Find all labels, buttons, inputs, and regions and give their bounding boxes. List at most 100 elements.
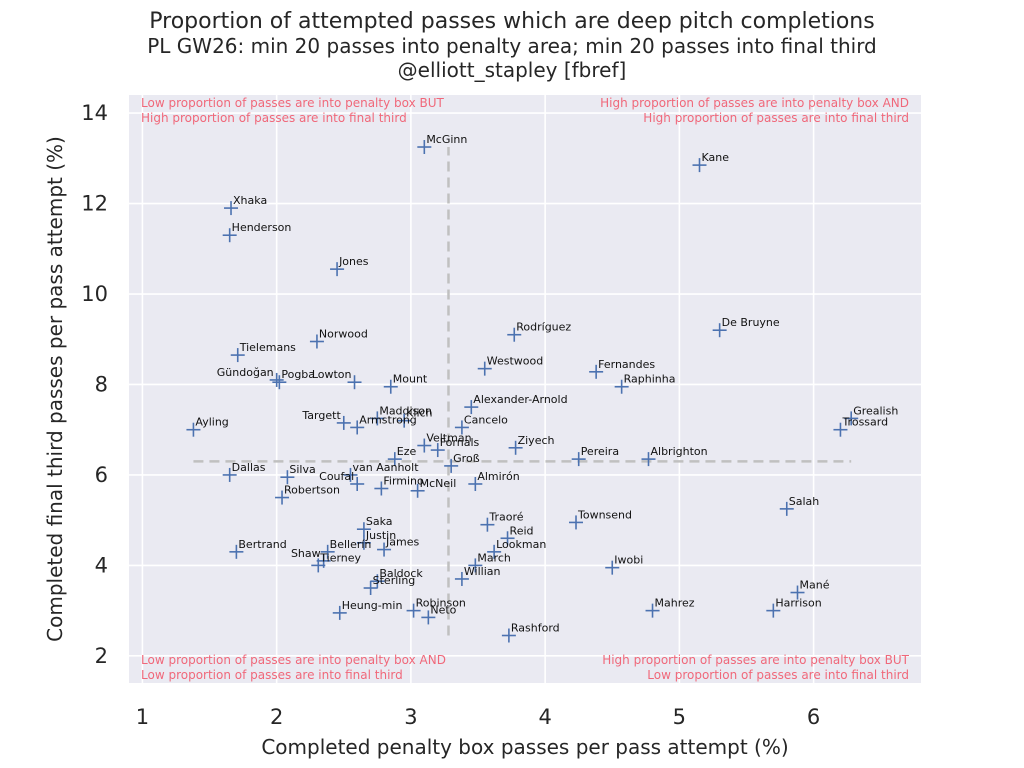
chart-title: Proportion of attempted passes which are… bbox=[149, 9, 875, 34]
point-label: Lookman bbox=[496, 538, 546, 551]
data-point: Dallas bbox=[222, 461, 266, 482]
data-point: Mahrez bbox=[645, 597, 695, 618]
data-point: Neto bbox=[421, 603, 457, 625]
data-point: Pogba bbox=[272, 368, 315, 390]
y-axis-label: Completed final third passes per pass at… bbox=[43, 136, 67, 642]
data-point: Pereira bbox=[571, 445, 619, 467]
point-label: Ziyech bbox=[518, 434, 555, 447]
y-tick-label: 8 bbox=[95, 372, 108, 396]
data-point: Lowton bbox=[312, 368, 362, 390]
data-point: De Bruyne bbox=[712, 316, 780, 338]
point-label: Cancelo bbox=[464, 413, 508, 426]
point-label: Mount bbox=[393, 373, 428, 386]
quadrant-label-top-left: Low proportion of passes are into penalt… bbox=[141, 96, 445, 110]
x-tick-label: 4 bbox=[538, 705, 551, 729]
data-point: Kane bbox=[692, 151, 730, 173]
point-label: Firmino bbox=[383, 475, 424, 488]
data-point: Mané bbox=[790, 579, 830, 600]
data-point: James bbox=[377, 536, 420, 557]
x-tick-label: 2 bbox=[270, 705, 283, 729]
point-label: Kane bbox=[702, 151, 730, 164]
point-label: Willian bbox=[464, 565, 501, 578]
data-point: Sterling bbox=[363, 574, 415, 596]
point-label: Lowton bbox=[312, 368, 352, 381]
quadrant-label-top-right: High proportion of passes are into penal… bbox=[600, 96, 909, 110]
data-point: Groß bbox=[444, 452, 480, 473]
x-tick-label: 6 bbox=[807, 705, 820, 729]
point-label: Trossard bbox=[841, 416, 888, 429]
point-label: Robinson bbox=[416, 597, 466, 610]
reference-lines bbox=[193, 147, 852, 636]
data-point: Henderson bbox=[222, 221, 292, 243]
point-label: Iwobi bbox=[614, 554, 643, 567]
point-label: Traoré bbox=[488, 511, 523, 524]
point-label: De Bruyne bbox=[722, 316, 780, 329]
data-point: McNeil bbox=[410, 477, 456, 498]
point-label: van Aanholt bbox=[352, 461, 419, 474]
point-label: Maddison bbox=[379, 404, 432, 417]
data-point: Reid bbox=[500, 524, 534, 546]
data-point: Lookman bbox=[487, 538, 546, 559]
data-point: Robertson bbox=[275, 484, 340, 505]
point-label: March bbox=[477, 551, 511, 564]
point-label: Xhaka bbox=[233, 194, 267, 207]
quadrant-label-bottom-left: Low proportion of passes are into final … bbox=[141, 668, 403, 682]
point-label: Coufal bbox=[319, 470, 354, 483]
data-point: Westwood bbox=[477, 355, 543, 376]
data-point: Robinson bbox=[406, 597, 466, 618]
data-point: Almirón bbox=[468, 470, 520, 491]
quadrant-label-bottom-right: High proportion of passes are into penal… bbox=[602, 653, 909, 667]
y-tick-label: 10 bbox=[81, 282, 108, 306]
data-point: Bertrand bbox=[229, 538, 287, 559]
point-label: Tierney bbox=[319, 551, 361, 564]
y-tick-label: 12 bbox=[81, 192, 108, 216]
data-point: Norwood bbox=[309, 328, 368, 349]
point-label: Groß bbox=[453, 452, 480, 465]
data-point: Saka bbox=[356, 515, 393, 537]
point-label: Armstrong bbox=[359, 413, 417, 426]
point-label: Robertson bbox=[284, 484, 340, 497]
point-label: Pereira bbox=[581, 445, 619, 458]
data-point: Traoré bbox=[480, 511, 524, 532]
data-point: Silva bbox=[280, 463, 316, 485]
data-point: Heung-min bbox=[332, 599, 402, 620]
point-label: Eze bbox=[397, 445, 417, 458]
point-label: McGinn bbox=[426, 133, 467, 146]
data-point: Coufal bbox=[319, 470, 365, 491]
point-label: Salah bbox=[789, 495, 820, 508]
point-label: Pogba bbox=[281, 368, 315, 381]
point-label: Harrison bbox=[775, 597, 821, 610]
point-label: Veltman bbox=[426, 432, 471, 445]
data-point: Salah bbox=[779, 495, 820, 516]
data-point: Fernandes bbox=[589, 358, 655, 379]
data-point: Firmino bbox=[374, 475, 424, 496]
point-label: Henderson bbox=[232, 221, 292, 234]
data-point: Harrison bbox=[766, 597, 822, 618]
data-point: Klich bbox=[397, 407, 433, 428]
data-points: McGinn Kane Xhaka Henderson Jones Rodríguez De… bbox=[186, 133, 898, 643]
point-label: Ayling bbox=[195, 416, 228, 429]
data-point: Rashford bbox=[501, 622, 560, 643]
y-tick-label: 4 bbox=[95, 553, 108, 577]
data-point: Mount bbox=[383, 373, 428, 394]
data-point: Alexander-Arnold bbox=[464, 393, 568, 415]
point-label: Bertrand bbox=[238, 538, 286, 551]
quadrant-label-top-left: High proportion of passes are into final… bbox=[141, 111, 407, 125]
point-label: Klich bbox=[406, 407, 432, 420]
point-label: Mahrez bbox=[655, 597, 695, 610]
point-label: Townsend bbox=[577, 508, 632, 521]
point-label: Shaw bbox=[291, 547, 321, 560]
data-point: Xhaka bbox=[224, 194, 267, 216]
x-tick-label: 3 bbox=[404, 705, 417, 729]
point-label: Bellerín bbox=[330, 538, 372, 551]
point-label: Alexander-Arnold bbox=[473, 393, 567, 406]
y-tick-label: 2 bbox=[95, 644, 108, 668]
grid-lines bbox=[129, 95, 921, 683]
point-label: Rodríguez bbox=[516, 321, 571, 334]
data-point: Rodríguez bbox=[507, 321, 571, 342]
quadrant-label-bottom-left: Low proportion of passes are into penalt… bbox=[141, 653, 446, 667]
quadrant-label-top-right: High proportion of passes are into final… bbox=[643, 111, 909, 125]
y-tick-label: 6 bbox=[95, 463, 108, 487]
